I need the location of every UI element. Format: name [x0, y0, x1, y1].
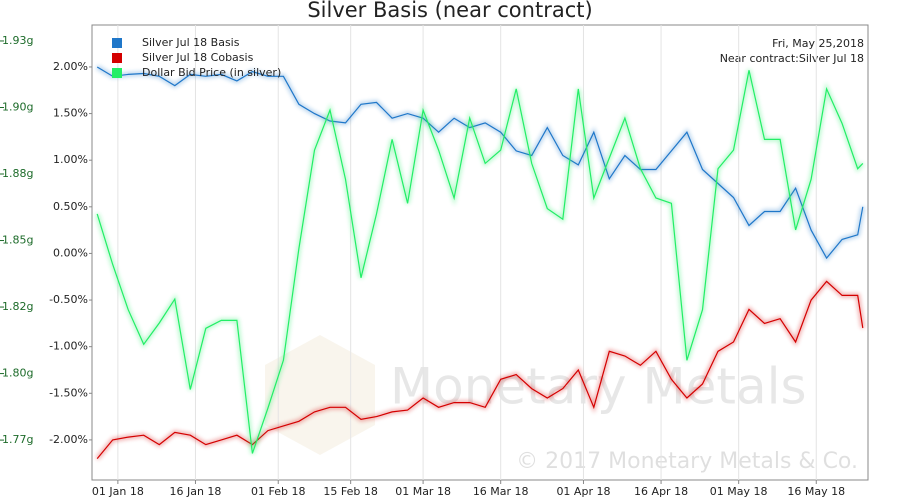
annotation: Fri, May 25,2018 — [772, 37, 864, 50]
y2-tick-label: 1.93g — [2, 34, 33, 47]
y-tick-label: 2.00% — [53, 60, 88, 73]
x-tick-label: 16 May 18 — [787, 485, 845, 498]
y-tick-label: 1.00% — [53, 153, 88, 166]
x-tick-label: 16 Jan 18 — [169, 485, 221, 498]
annotation: Near contract:Silver Jul 18 — [720, 52, 864, 65]
x-tick-label: 16 Apr 18 — [634, 485, 688, 498]
y-tick-label: -1.00% — [49, 340, 88, 353]
y-tick-label: -0.50% — [49, 293, 88, 306]
legend-label: Dollar Bid Price (in silver) — [142, 66, 281, 79]
y-tick-label: -1.50% — [49, 386, 88, 399]
y2-tick-label: 1.90g — [2, 100, 33, 113]
y-tick-label: -2.00% — [49, 433, 88, 446]
x-tick-label: 16 Mar 18 — [473, 485, 529, 498]
x-tick-label: 01 Feb 18 — [251, 485, 305, 498]
watermark-logo — [265, 335, 375, 455]
legend-label: Silver Jul 18 Basis — [142, 36, 240, 49]
legend-swatch — [112, 53, 122, 63]
x-tick-label: 01 May 18 — [710, 485, 768, 498]
y2-tick-label: 1.82g — [2, 300, 33, 313]
y2-tick-label: 1.80g — [2, 367, 33, 380]
legend-label: Silver Jul 18 Cobasis — [142, 51, 254, 64]
watermark-copyright: © 2017 Monetary Metals & Co. — [516, 449, 858, 474]
y-tick-label: 1.50% — [53, 107, 88, 120]
x-tick-label: 01 Mar 18 — [395, 485, 451, 498]
x-tick-label: 15 Feb 18 — [323, 485, 377, 498]
y2-tick-label: 1.85g — [2, 234, 33, 247]
line-glow — [96, 65, 865, 262]
line — [96, 280, 864, 459]
legend-swatch — [112, 38, 122, 48]
chart-title: Silver Basis (near contract) — [307, 0, 592, 22]
legend-swatch — [112, 68, 122, 78]
y-tick-label: 0.50% — [53, 200, 88, 213]
y-tick-label: 0.00% — [53, 246, 88, 259]
y2-tick-label: 1.88g — [2, 167, 33, 180]
plot-frame — [91, 24, 869, 481]
y2-tick-label: 1.77g — [2, 433, 33, 446]
x-tick-label: 01 Jan 18 — [92, 485, 144, 498]
x-tick-label: 01 Apr 18 — [556, 485, 610, 498]
line — [96, 66, 864, 260]
line — [96, 70, 864, 454]
